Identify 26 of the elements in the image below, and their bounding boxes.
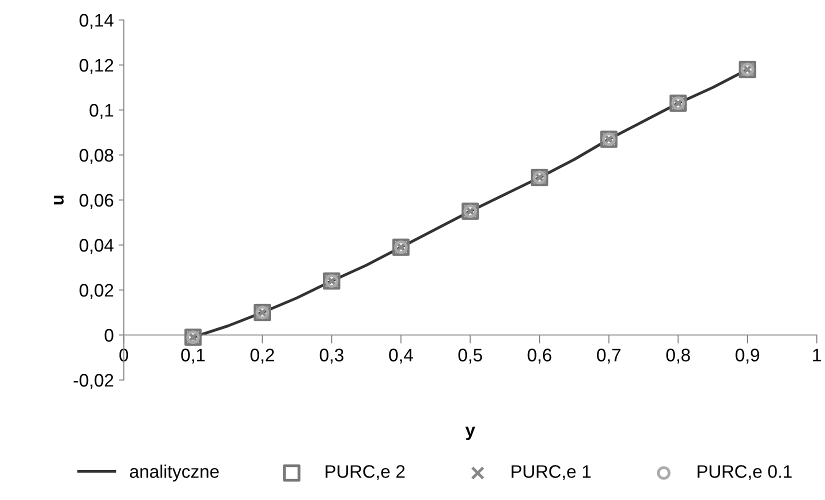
- y-tick-label: 0,04: [80, 238, 114, 254]
- y-tick-label: 0,08: [80, 148, 114, 164]
- x-tick-label: 0,9: [736, 348, 760, 364]
- x-tick-label: 0: [119, 348, 128, 362]
- legend-label: PURC,e 2: [326, 465, 405, 480]
- legend-label: PURC,e 1: [512, 465, 591, 480]
- x-tick-label: 0,1: [181, 348, 205, 364]
- x-tick-label: 0,5: [458, 348, 482, 364]
- y-tick-label: 0: [104, 328, 114, 342]
- y-tick-label: 0,02: [80, 284, 114, 299]
- y-tick-label: 0,12: [80, 58, 114, 74]
- y-axis-title: u: [54, 196, 64, 204]
- y-tick-label: 0,06: [80, 194, 114, 209]
- x-tick-label: 0,6: [528, 348, 552, 364]
- x-tick-label: 0,3: [320, 348, 344, 364]
- x-tick-label: 0,7: [597, 348, 620, 364]
- x-tick-label: 1: [813, 348, 821, 362]
- x-tick-label: 0,8: [666, 348, 690, 364]
- x-tick-label: 0,2: [250, 348, 274, 364]
- y-tick-label: 0,14: [80, 14, 114, 29]
- x-tick-label: 0,4: [389, 348, 413, 364]
- x-axis-title: y: [465, 426, 476, 440]
- legend-label: PURC,e 0.1: [698, 465, 792, 480]
- legend-label: analityczne: [130, 464, 219, 482]
- y-tick-label: 0,1: [90, 104, 114, 119]
- y-tick-label: -0,02: [74, 374, 114, 389]
